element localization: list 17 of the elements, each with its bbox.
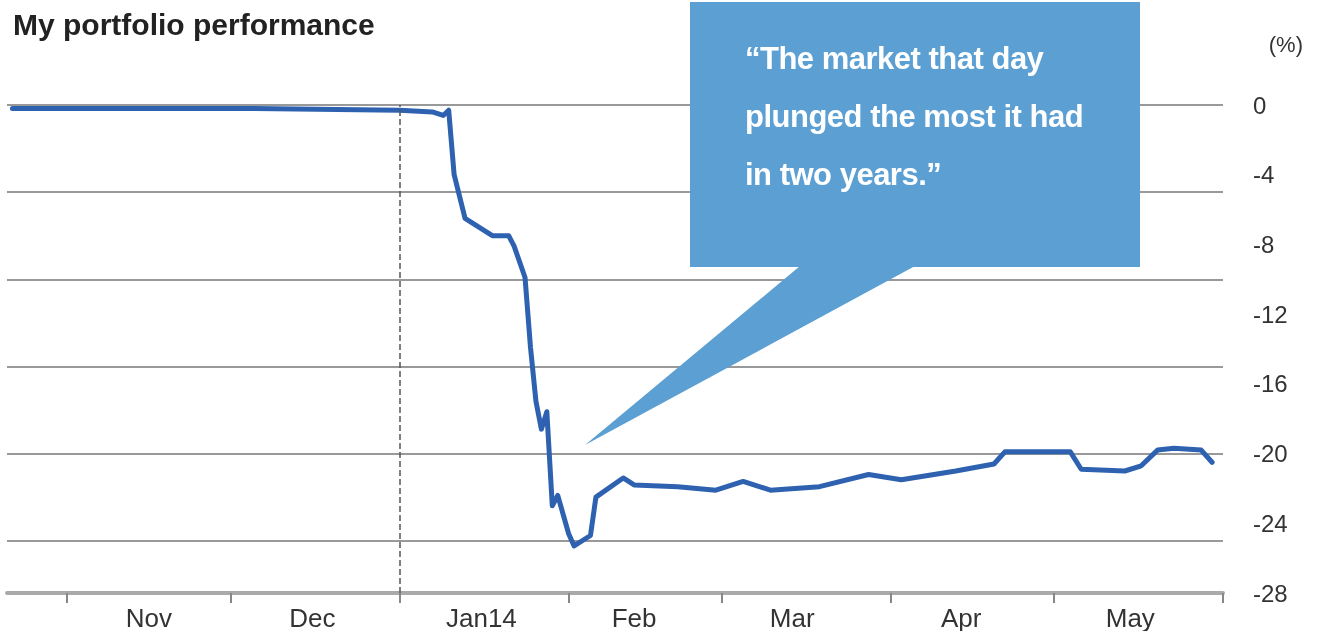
annotation: “The market that day plunged the most it had in two years.”: [744, 40, 1085, 194]
x-tick-label: Nov: [125, 603, 172, 631]
y-tick-label: -28: [1253, 579, 1288, 607]
x-tick-label: Mar: [769, 603, 815, 631]
y-tick-label: -20: [1253, 440, 1288, 468]
y-tick-label: -24: [1253, 509, 1288, 537]
y-tick-label: -4: [1253, 161, 1275, 189]
y-tick-label: -16: [1253, 370, 1288, 398]
x-tick-label: Dec: [289, 603, 336, 631]
x-tick-label: Jan14: [445, 603, 517, 631]
speech-bubble: “The market that day plunged the most it had in two years.”: [585, 2, 1140, 445]
y-tick-label: 0: [1253, 91, 1267, 119]
chart-title: My portfolio performance: [13, 7, 375, 41]
y-tick-label: -12: [1253, 300, 1288, 328]
x-tick-label: Feb: [611, 603, 657, 631]
y-axis-title: (%): [1268, 31, 1303, 57]
y-tick-label: -8: [1253, 230, 1275, 258]
